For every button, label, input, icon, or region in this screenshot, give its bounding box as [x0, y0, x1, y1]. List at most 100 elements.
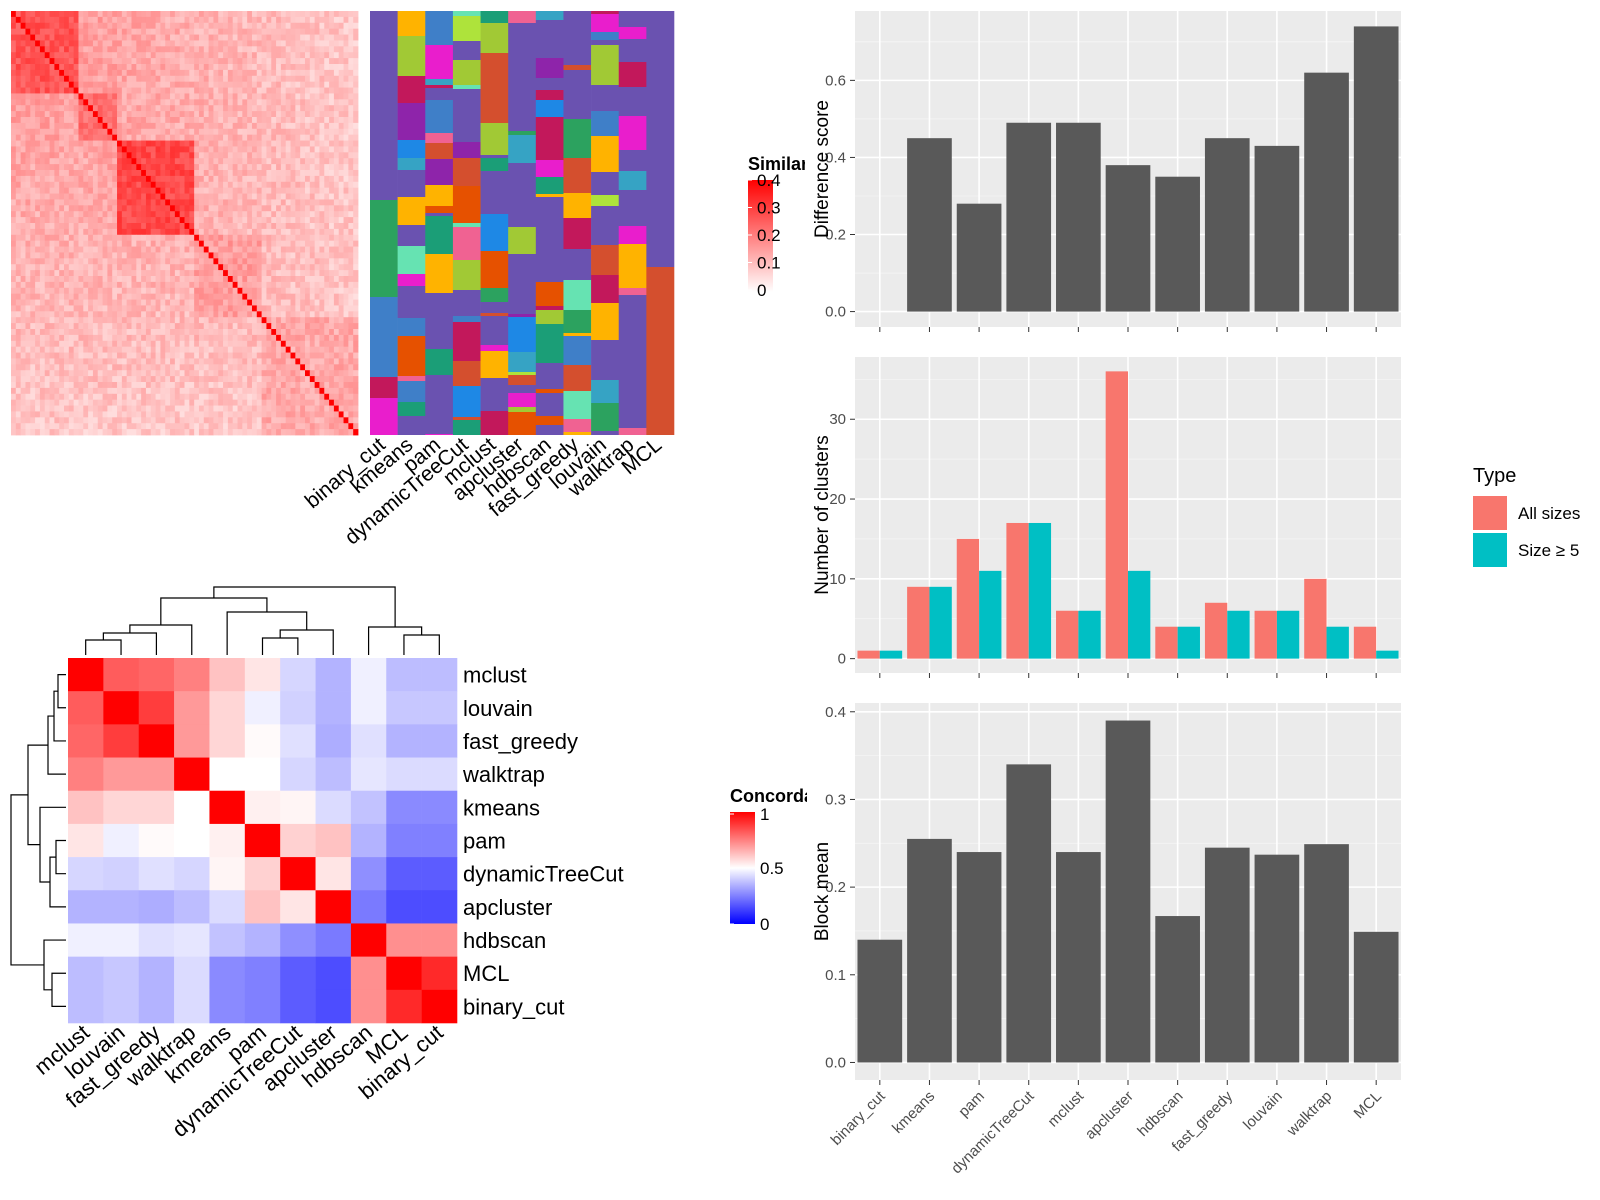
similarity-cell [329, 81, 335, 88]
similarity-cell [179, 317, 185, 324]
similarity-cell [329, 199, 335, 206]
similarity-cell [251, 352, 258, 359]
similarity-cell [232, 52, 238, 59]
similarity-cell [44, 58, 50, 65]
similarity-cell [223, 22, 229, 30]
similarity-cell [25, 134, 31, 141]
similarity-cell [20, 382, 26, 389]
similarity-cell [247, 299, 253, 306]
similarity-cell [170, 252, 176, 259]
similarity-cell [184, 152, 190, 159]
similarity-cell [309, 52, 316, 59]
similarity-cell [309, 158, 316, 165]
similarity-cell [290, 134, 296, 141]
similarity-cell [304, 28, 311, 35]
similarity-cell [319, 69, 325, 77]
similarity-cell [150, 240, 156, 247]
similarity-cell [304, 240, 311, 247]
similarity-cell [237, 34, 243, 41]
similarity-cell [83, 276, 89, 283]
similarity-cell [348, 40, 354, 47]
similarity-cell [290, 11, 296, 18]
similarity-cell [59, 223, 65, 230]
similarity-cell [54, 293, 60, 300]
similarity-cell [256, 393, 263, 401]
similarity-cell [126, 352, 132, 359]
similarity-cell [333, 34, 340, 41]
similarity-cell [170, 140, 176, 147]
similarity-cell [247, 382, 253, 389]
similarity-cell [160, 46, 166, 53]
similarity-cell [247, 223, 253, 230]
similarity-cell [218, 376, 224, 383]
similarity-cell [136, 128, 142, 136]
similarity-cell [251, 223, 258, 230]
similarity-cell [295, 352, 301, 359]
similarity-cell [73, 140, 79, 147]
similarity-cell [30, 364, 36, 371]
similarity-cell [338, 175, 344, 183]
similarity-cell [237, 376, 243, 383]
similarity-cell [280, 152, 287, 159]
similarity-cell [189, 164, 195, 171]
similarity-cell [11, 405, 17, 412]
similarity-cell [145, 22, 152, 30]
similarity-cell [300, 252, 306, 259]
similarity-cell [324, 69, 330, 77]
similarity-cell [49, 122, 55, 130]
similarity-cell [203, 299, 209, 306]
similarity-cell [309, 199, 316, 206]
similarity-cell [194, 69, 200, 77]
similarity-cell [68, 417, 75, 424]
similarity-cell [285, 93, 291, 100]
similarity-cell [102, 187, 108, 194]
similarity-cell [300, 411, 306, 418]
similarity-cell [64, 81, 70, 88]
similarity-cell [290, 382, 296, 389]
similarity-cell [198, 311, 205, 318]
similarity-cell [218, 223, 224, 230]
similarity-cell [131, 40, 137, 47]
similarity-cell [304, 58, 311, 65]
similarity-cell [136, 323, 142, 330]
similarity-cell [280, 293, 287, 300]
similarity-cell [145, 411, 152, 418]
similarity-cell [30, 152, 36, 159]
similarity-cell [251, 387, 258, 395]
similarity-cell [88, 376, 94, 383]
similarity-cell [112, 181, 118, 189]
similarity-cell [227, 281, 234, 289]
similarity-cell [117, 417, 123, 424]
similarity-cell [213, 152, 219, 159]
similarity-cell [92, 276, 99, 283]
similarity-cell [300, 405, 306, 412]
similarity-cell [223, 240, 229, 247]
similarity-cell [121, 270, 128, 277]
similarity-cell [280, 352, 287, 359]
similarity-cell [64, 69, 70, 77]
similarity-cell [131, 105, 137, 112]
similarity-cell [30, 175, 36, 183]
similarity-cell [329, 52, 335, 59]
similarity-cell [348, 170, 354, 177]
similarity-cell [266, 370, 272, 377]
similarity-cell [107, 22, 113, 30]
similarity-cell [97, 234, 103, 242]
similarity-cell [25, 270, 31, 277]
similarity-cell [285, 105, 291, 112]
similarity-cell [44, 146, 50, 153]
similarity-cell [232, 399, 238, 406]
similarity-cell [314, 323, 320, 330]
similarity-cell [189, 99, 195, 106]
similarity-cell [290, 28, 296, 35]
similarity-cell [165, 276, 171, 283]
similarity-cell [218, 234, 224, 242]
similarity-cell [213, 64, 219, 71]
similarity-cell [194, 393, 200, 401]
similarity-cell [15, 246, 22, 253]
similarity-cell [309, 69, 316, 77]
similarity-cell [49, 393, 55, 401]
similarity-cell [83, 317, 89, 324]
similarity-cell [232, 205, 238, 212]
similarity-cell [141, 181, 147, 189]
